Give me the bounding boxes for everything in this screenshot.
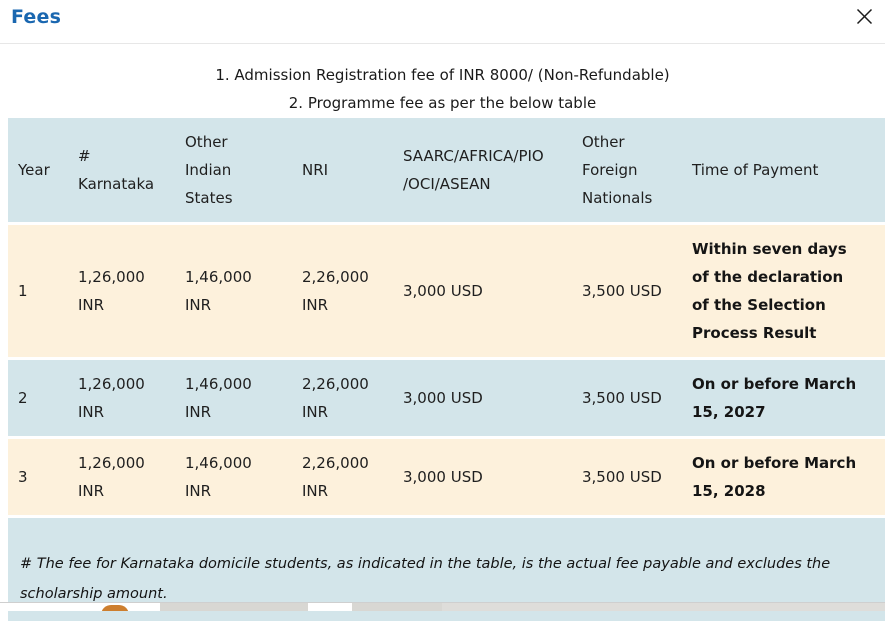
cell-nri-fee: 2,26,000 INR (292, 360, 393, 439)
background-block (160, 603, 308, 611)
cell-other-foreign-fee: 3,500 USD (572, 225, 682, 360)
cell-saarc-fee: 3,000 USD (393, 360, 572, 439)
cell-other-indian-fee: 1,46,000 INR (175, 360, 292, 439)
cell-karnataka-fee: 1,26,000 INR (68, 439, 175, 518)
cell-year: 3 (8, 439, 68, 518)
cell-time-of-payment: Within seven days of the declaration of … (682, 225, 885, 360)
cell-saarc-fee: 3,000 USD (393, 439, 572, 518)
fee-row-year-3: 3 1,26,000 INR 1,46,000 INR 2,26,000 INR… (8, 439, 885, 518)
table-header-row: Year # Karnataka Other Indian States NRI… (8, 118, 885, 225)
col-header-karnataka: # Karnataka (68, 118, 175, 225)
cell-karnataka-fee: 1,26,000 INR (68, 360, 175, 439)
cell-other-foreign-fee: 3,500 USD (572, 439, 682, 518)
cell-time-of-payment: On or before March 15, 2027 (682, 360, 885, 439)
col-header-other-indian-states: Other Indian States (175, 118, 292, 225)
cell-saarc-fee: 3,000 USD (393, 225, 572, 360)
col-header-saarc: SAARC/AFRICA/PIO /OCI/ASEAN (393, 118, 572, 225)
close-button[interactable] (852, 6, 876, 30)
cell-other-foreign-fee: 3,500 USD (572, 360, 682, 439)
cell-nri-fee: 2,26,000 INR (292, 439, 393, 518)
col-header-other-foreign-nationals: Other Foreign Nationals (572, 118, 682, 225)
fees-table: Year # Karnataka Other Indian States NRI… (8, 118, 885, 518)
instruction-line-2: 2. Programme fee as per the below table (288, 94, 597, 112)
cell-time-of-payment: On or before March 15, 2028 (682, 439, 885, 518)
fee-row-year-1: 1 1,26,000 INR 1,46,000 INR 2,26,000 INR… (8, 225, 885, 360)
close-icon (855, 7, 874, 29)
col-header-time-of-payment: Time of Payment (682, 118, 885, 225)
background-logo-arc (101, 605, 129, 611)
instruction-line-1: 1. Admission Registration fee of INR 800… (215, 66, 670, 84)
fee-instructions: 1. Admission Registration fee of INR 800… (0, 44, 885, 117)
background-block (442, 603, 885, 611)
background-block (352, 603, 442, 611)
col-header-nri: NRI (292, 118, 393, 225)
col-header-year: Year (8, 118, 68, 225)
background-page-edge (0, 602, 885, 611)
cell-other-indian-fee: 1,46,000 INR (175, 439, 292, 518)
cell-other-indian-fee: 1,46,000 INR (175, 225, 292, 360)
fees-table-container: Year # Karnataka Other Indian States NRI… (8, 118, 885, 621)
dialog-header: Fees (0, 0, 885, 44)
fee-row-year-2: 2 1,26,000 INR 1,46,000 INR 2,26,000 INR… (8, 360, 885, 439)
cell-karnataka-fee: 1,26,000 INR (68, 225, 175, 360)
dialog-title: Fees (11, 6, 62, 28)
cell-nri-fee: 2,26,000 INR (292, 225, 393, 360)
cell-year: 1 (8, 225, 68, 360)
cell-year: 2 (8, 360, 68, 439)
